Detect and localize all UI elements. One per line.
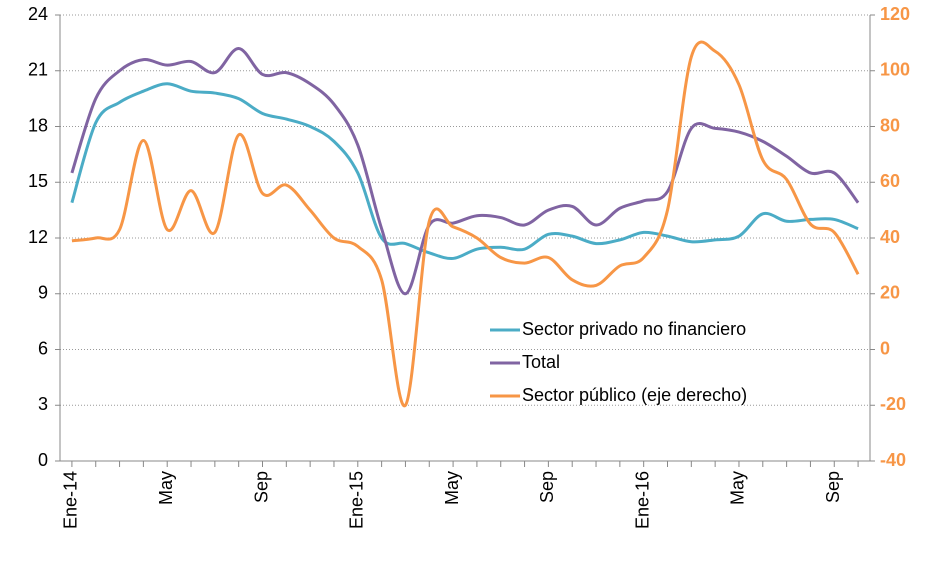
y-tick-label: 6: [38, 338, 48, 358]
x-tick-label: Sep: [537, 471, 557, 503]
y2-tick-label: 20: [880, 283, 900, 303]
legend-label: Sector público (eje derecho): [522, 385, 747, 405]
y-tick-label: 0: [38, 450, 48, 470]
x-tick-label: Ene-16: [632, 471, 652, 529]
x-tick-label: Sep: [823, 471, 843, 503]
series-line: [71, 40, 860, 407]
x-tick-label: May: [728, 471, 748, 505]
x-tick-label: May: [156, 471, 176, 505]
series-line: [70, 82, 859, 260]
y-tick-label: 18: [28, 115, 48, 135]
y2-tick-label: -40: [880, 450, 906, 470]
legend-label: Sector privado no financiero: [522, 319, 746, 339]
y-tick-label: 24: [28, 4, 48, 24]
legend-label: Total: [522, 352, 560, 372]
x-tick-label: Sep: [251, 471, 271, 503]
y-tick-label: 12: [28, 227, 48, 247]
y2-tick-label: 100: [880, 60, 910, 80]
x-tick-label: Ene-15: [347, 471, 367, 529]
y2-tick-label: 60: [880, 171, 900, 191]
y-tick-label: 9: [38, 283, 48, 303]
y-tick-label: 3: [38, 394, 48, 414]
y-tick-label: 21: [28, 60, 48, 80]
y2-tick-label: 0: [880, 338, 890, 358]
y2-tick-label: -20: [880, 394, 906, 414]
series-line: [70, 46, 860, 296]
y2-tick-label: 120: [880, 4, 910, 24]
x-tick-label: Ene-14: [61, 471, 81, 529]
y2-tick-label: 80: [880, 115, 900, 135]
y-tick-label: 15: [28, 171, 48, 191]
x-tick-label: May: [442, 471, 462, 505]
y2-tick-label: 40: [880, 227, 900, 247]
